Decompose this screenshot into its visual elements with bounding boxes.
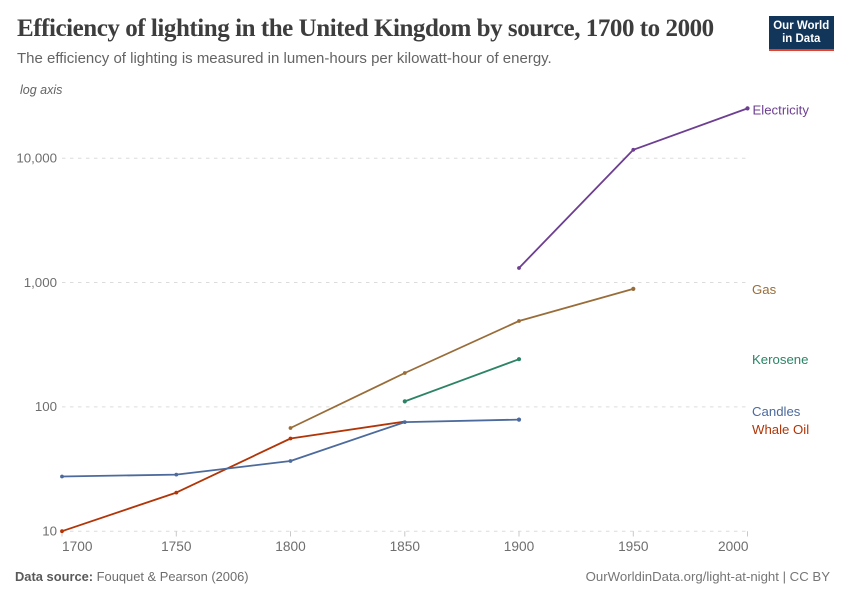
svg-text:1800: 1800 <box>275 539 306 554</box>
svg-text:100: 100 <box>35 399 57 414</box>
svg-text:Candles: Candles <box>752 404 801 419</box>
svg-text:2000: 2000 <box>718 539 749 554</box>
svg-text:10: 10 <box>42 524 57 539</box>
svg-text:1950: 1950 <box>618 539 649 554</box>
svg-text:Whale Oil: Whale Oil <box>752 422 809 437</box>
svg-text:Electricity: Electricity <box>753 103 810 118</box>
svg-text:1,000: 1,000 <box>24 275 57 290</box>
svg-text:1850: 1850 <box>390 539 421 554</box>
svg-text:1700: 1700 <box>62 539 93 554</box>
svg-text:10,000: 10,000 <box>16 151 57 166</box>
svg-text:Gas: Gas <box>752 282 777 297</box>
svg-text:Kerosene: Kerosene <box>752 352 808 367</box>
svg-text:log axis: log axis <box>20 83 62 97</box>
svg-text:1900: 1900 <box>504 539 535 554</box>
svg-text:1750: 1750 <box>161 539 192 554</box>
